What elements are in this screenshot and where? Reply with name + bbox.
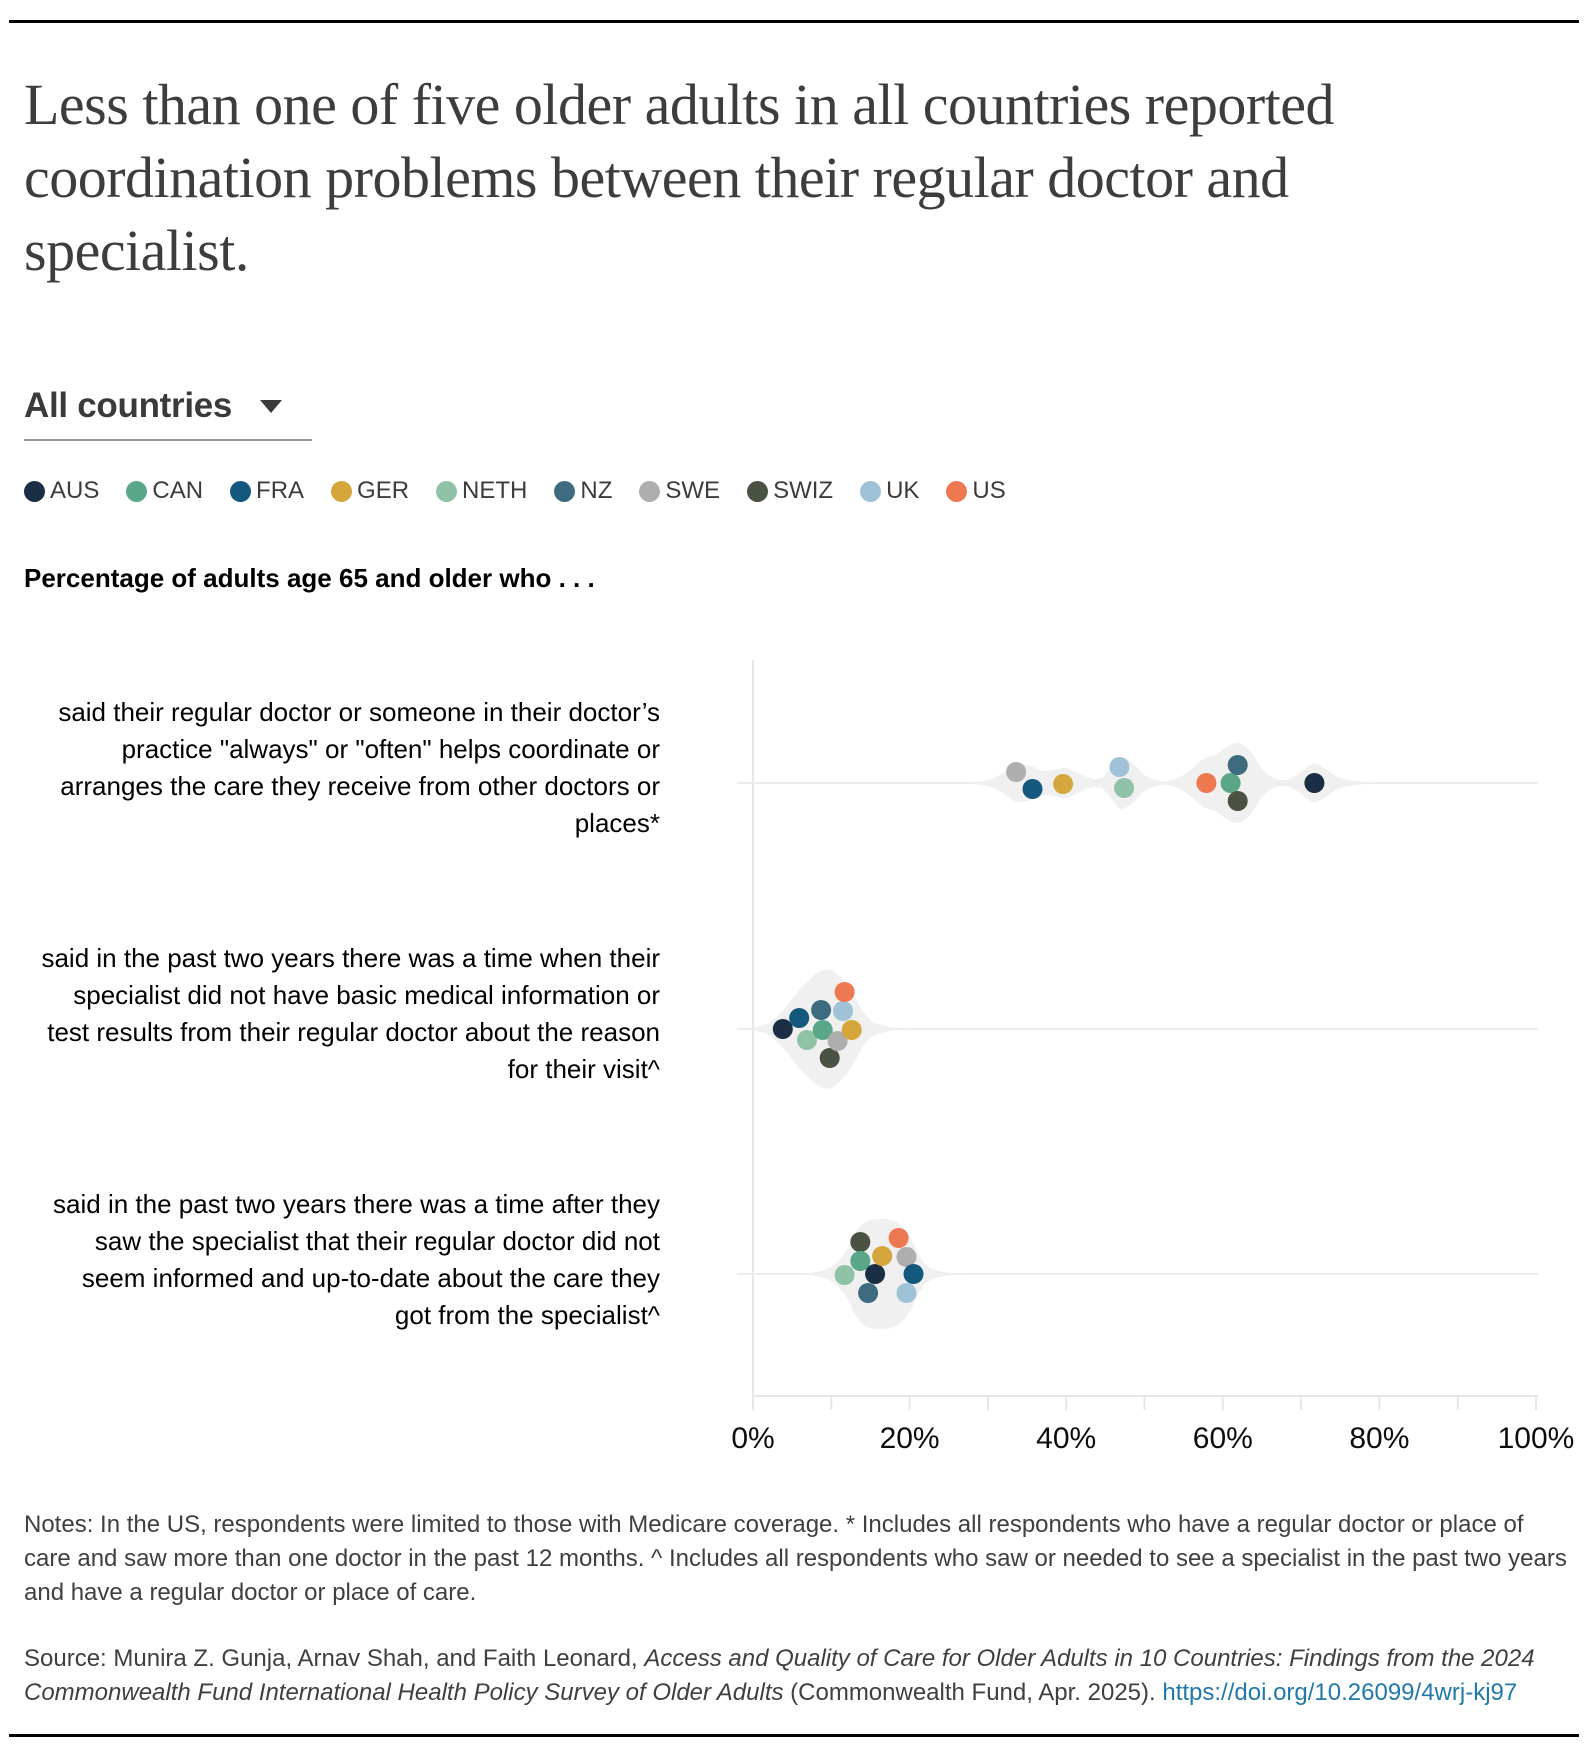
row-label-specialist-missing-info: said in the past two years there was a t…: [41, 943, 660, 1084]
legend-item-can[interactable]: CAN: [126, 477, 203, 505]
data-dot-ger-row3[interactable]: [872, 1246, 893, 1266]
legend-label: SWE: [665, 477, 721, 504]
legend-item-swe[interactable]: SWE: [639, 477, 720, 505]
legend-label: CAN: [152, 477, 204, 504]
data-dot-aus-row2[interactable]: [772, 1019, 793, 1039]
legend-label: UK: [886, 477, 920, 504]
source-text: Source: Munira Z. Gunja, Arnav Shah, and…: [24, 1642, 1569, 1710]
country-filter-dropdown[interactable]: All countries: [24, 386, 312, 441]
data-dot-uk-row3[interactable]: [896, 1283, 917, 1303]
top-rule: [9, 20, 1579, 23]
x-axis-tick-label: 100%: [1498, 1422, 1575, 1455]
legend-item-uk[interactable]: UK: [860, 477, 919, 505]
legend-dot-nz: [554, 480, 576, 502]
legend-dot-aus: [24, 480, 45, 502]
data-dot-ger-row2[interactable]: [841, 1020, 862, 1040]
x-axis-tick-label: 20%: [880, 1422, 940, 1455]
data-dot-neth-row2[interactable]: [797, 1030, 817, 1050]
data-dot-can-row3[interactable]: [850, 1251, 871, 1271]
bottom-rule: [9, 1734, 1579, 1737]
data-dot-swiz-row3[interactable]: [850, 1232, 871, 1252]
data-dot-uk-row2[interactable]: [833, 1001, 853, 1021]
legend-dot-fra: [230, 480, 252, 502]
legend: AUS CAN FRA GER NETH NZ SWE SWIZ UK US: [24, 477, 1006, 505]
x-axis-tick-label: 0%: [731, 1422, 774, 1455]
data-dot-swe-row1[interactable]: [1006, 762, 1027, 782]
data-dot-neth-row1[interactable]: [1114, 778, 1135, 798]
country-filter-label: All countries: [24, 386, 233, 425]
doi-link[interactable]: https://doi.org/10.26099/4wrj-kj97: [1162, 1679, 1518, 1706]
data-dot-fra-row1[interactable]: [1022, 779, 1043, 799]
data-dot-can-row1[interactable]: [1220, 773, 1241, 793]
data-dot-uk-row1[interactable]: [1109, 757, 1130, 777]
legend-item-us[interactable]: US: [946, 477, 1006, 505]
legend-item-swiz[interactable]: SWIZ: [747, 477, 833, 505]
legend-label: GER: [357, 477, 410, 504]
legend-item-nz[interactable]: NZ: [554, 477, 612, 505]
data-dot-aus-row1[interactable]: [1304, 773, 1325, 793]
legend-label: FRA: [256, 477, 305, 504]
data-dot-fra-row2[interactable]: [789, 1008, 810, 1028]
x-axis-tick-label: 60%: [1193, 1422, 1253, 1455]
legend-dot-uk: [860, 480, 882, 502]
row-label-doctor-not-informed: said in the past two years there was a t…: [53, 1189, 660, 1330]
page-title: Less than one of five older adults in al…: [24, 72, 1335, 284]
data-dot-ger-row1[interactable]: [1053, 774, 1074, 794]
source-suffix: (Commonwealth Fund, Apr. 2025).: [783, 1679, 1163, 1706]
data-dot-swiz-row1[interactable]: [1227, 791, 1248, 811]
data-dot-can-row2[interactable]: [812, 1020, 833, 1040]
legend-label: AUS: [50, 477, 100, 504]
legend-dot-neth: [436, 480, 458, 502]
data-dot-fra-row3[interactable]: [903, 1264, 924, 1284]
notes-text: Notes: In the US, respondents were limit…: [24, 1511, 1567, 1606]
data-dot-us-row2[interactable]: [834, 982, 855, 1002]
legend-item-fra[interactable]: FRA: [230, 477, 304, 505]
x-axis-tick-label: 40%: [1036, 1422, 1096, 1455]
legend-label: NZ: [580, 477, 613, 504]
legend-dot-ger: [331, 480, 353, 502]
legend-dot-can: [126, 480, 148, 502]
legend-dot-us: [946, 480, 968, 502]
source-publication-title: Access and Quality of Care for Older Adu…: [24, 1645, 1535, 1706]
legend-label: SWIZ: [773, 477, 834, 504]
data-dot-us-row3[interactable]: [888, 1228, 909, 1248]
caret-down-icon: [260, 399, 282, 413]
source-prefix: Source: Munira Z. Gunja, Arnav Shah, and…: [24, 1645, 645, 1672]
data-dot-neth-row3[interactable]: [834, 1265, 855, 1285]
legend-dot-swiz: [747, 480, 769, 502]
data-dot-nz-row2[interactable]: [811, 1000, 832, 1020]
chart-subtitle: Percentage of adults age 65 and older wh…: [24, 563, 595, 593]
data-dot-nz-row1[interactable]: [1227, 755, 1248, 775]
row-label-coordinate-care: said their regular doctor or someone in …: [58, 697, 660, 838]
legend-dot-swe: [639, 480, 661, 502]
legend-label: US: [972, 477, 1006, 504]
data-dot-swe-row3[interactable]: [896, 1247, 917, 1267]
data-dot-swiz-row2[interactable]: [819, 1048, 840, 1068]
legend-label: NETH: [462, 477, 528, 504]
legend-item-neth[interactable]: NETH: [436, 477, 527, 505]
legend-item-ger[interactable]: GER: [331, 477, 409, 505]
legend-item-aus[interactable]: AUS: [24, 477, 99, 505]
data-dot-nz-row3[interactable]: [858, 1283, 879, 1303]
data-dot-aus-row3[interactable]: [865, 1264, 886, 1284]
data-dot-swe-row2[interactable]: [827, 1031, 848, 1051]
x-axis-tick-label: 80%: [1349, 1422, 1409, 1455]
data-dot-us-row1[interactable]: [1196, 773, 1217, 793]
